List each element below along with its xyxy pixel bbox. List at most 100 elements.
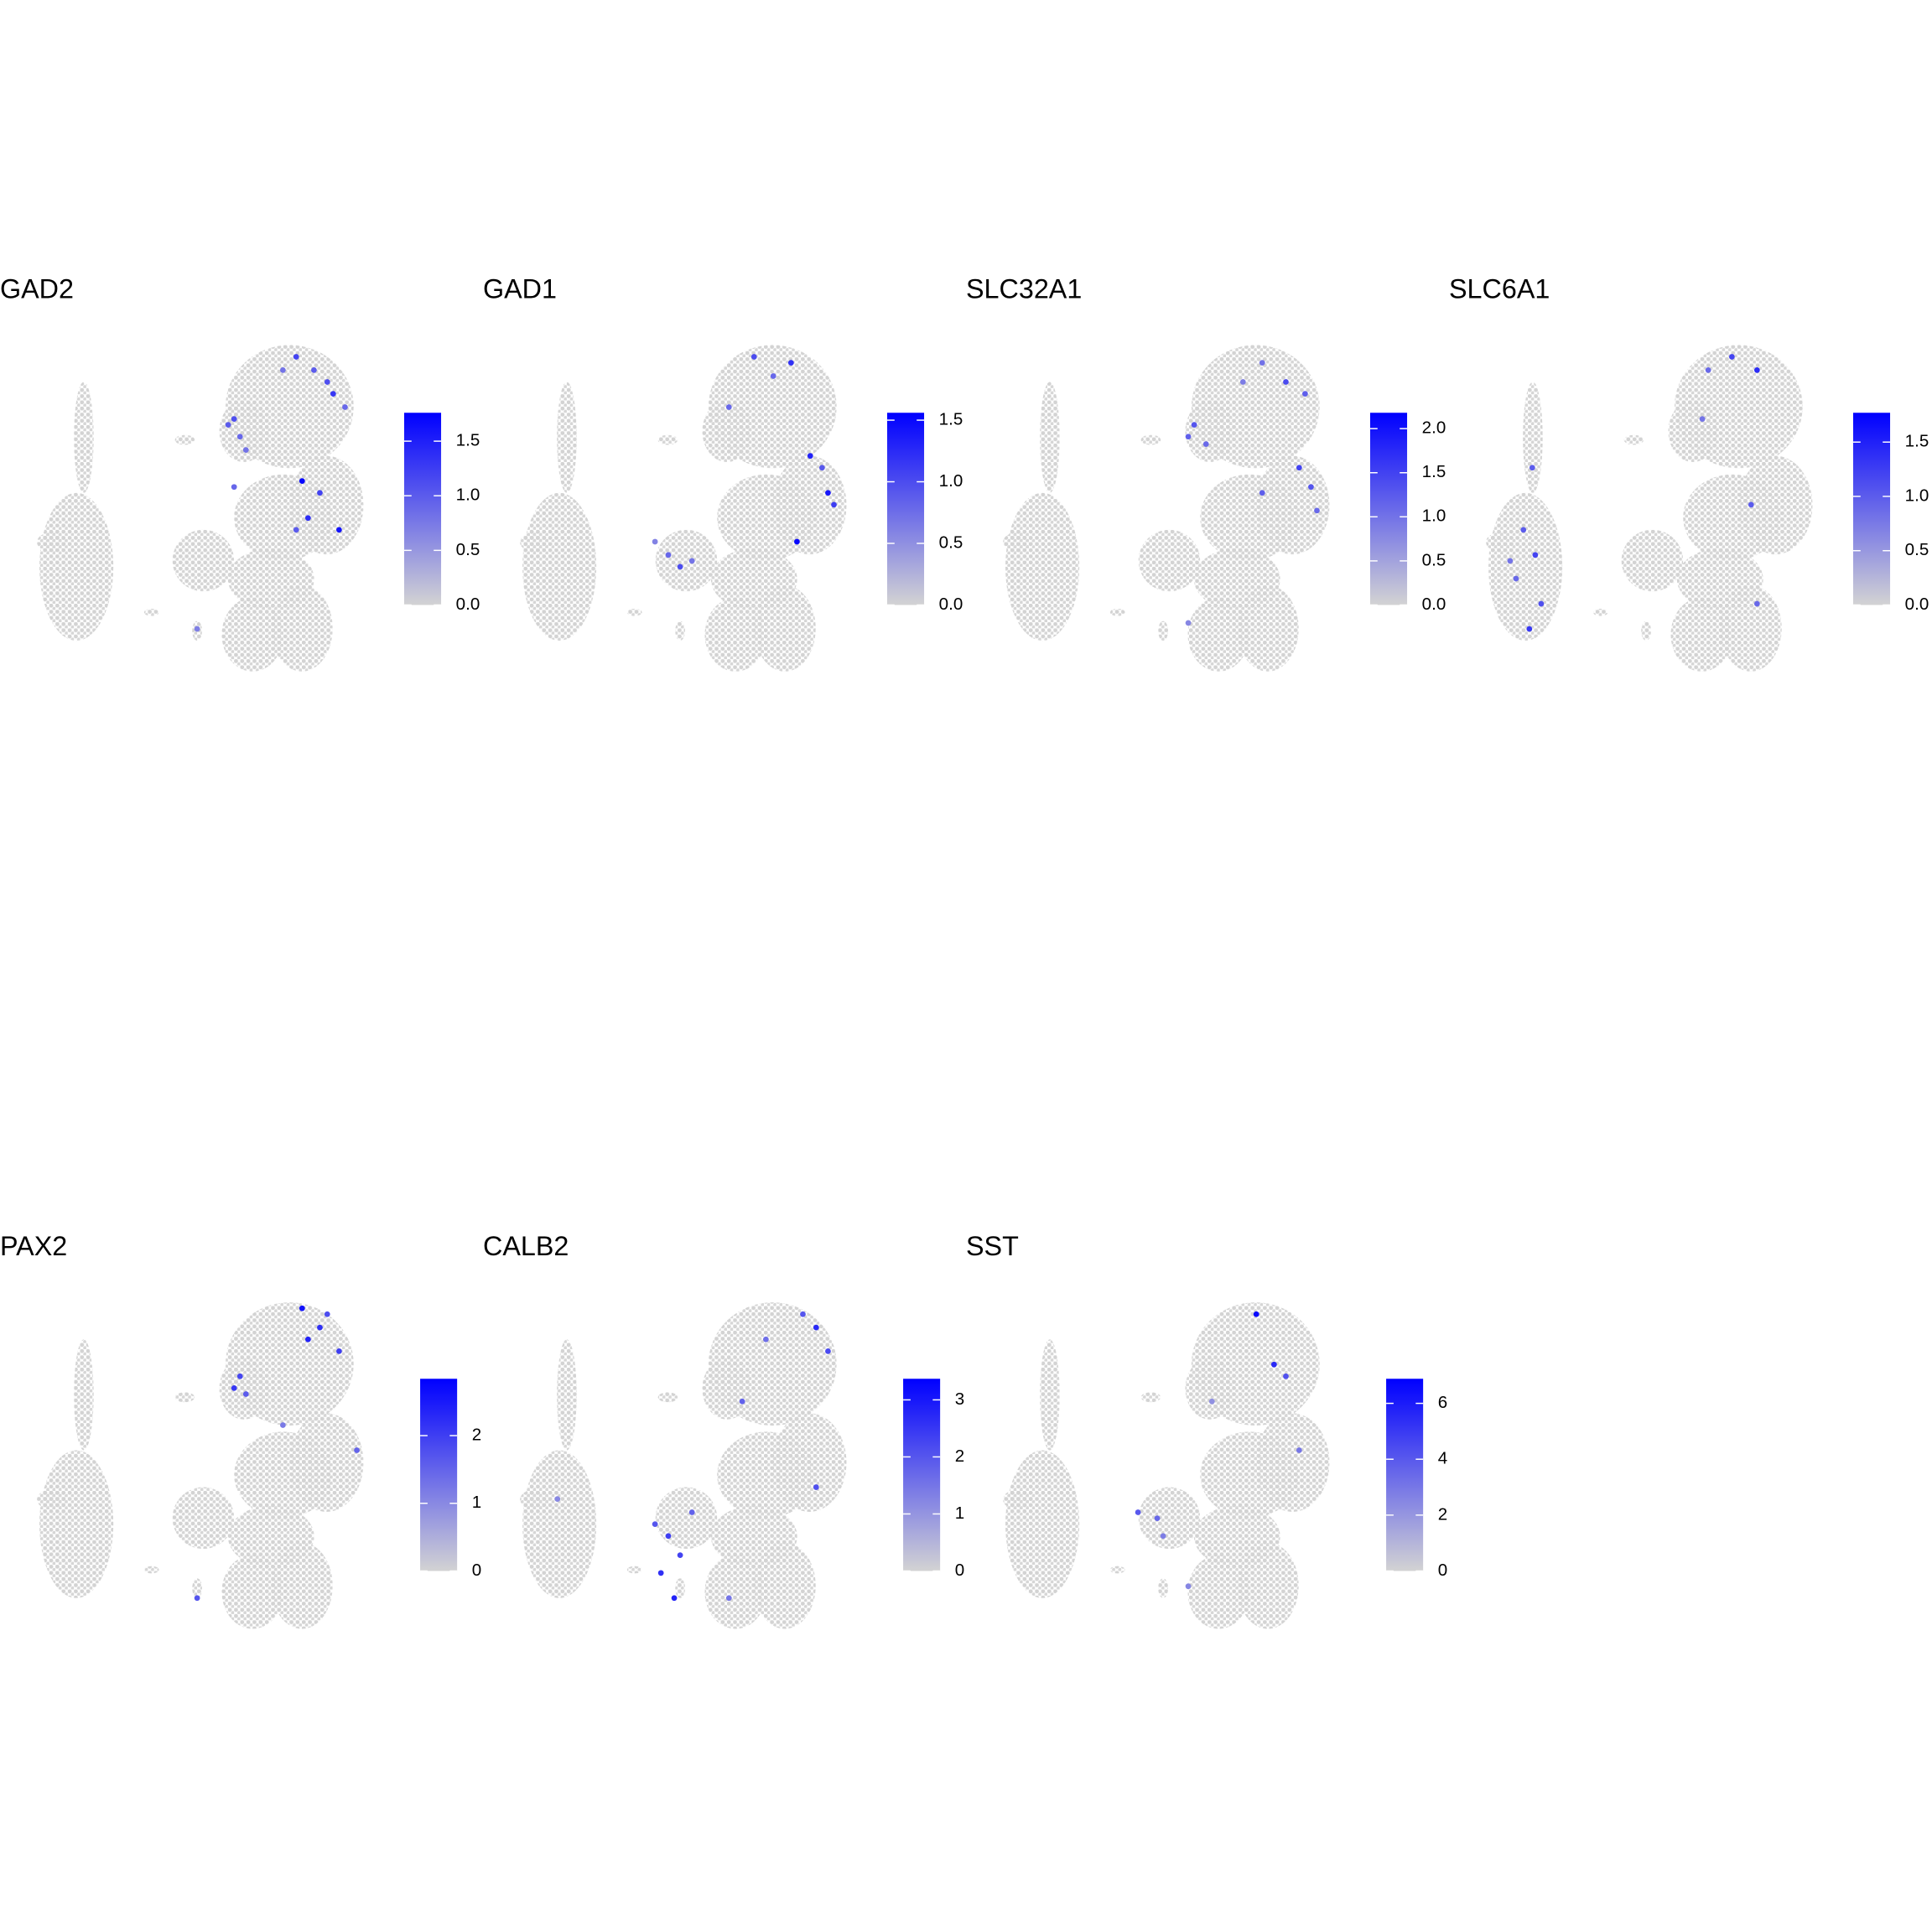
cell-point xyxy=(324,379,330,385)
cell-cloud xyxy=(704,1555,766,1629)
colorbar-tick-label: 1.0 xyxy=(1905,486,1929,505)
cell-cloud xyxy=(1140,1392,1161,1403)
cell-cloud xyxy=(143,1566,159,1574)
cell-cloud xyxy=(192,1578,202,1598)
cell-point xyxy=(787,360,794,366)
cell-cloud xyxy=(1523,382,1543,493)
colorbar-tick-label: 0 xyxy=(955,1561,964,1580)
cell-point xyxy=(324,1311,330,1317)
colorbar xyxy=(420,1379,458,1571)
cell-cloud xyxy=(702,400,752,463)
cell-point xyxy=(231,1385,237,1391)
cell-point xyxy=(1296,465,1302,471)
cell-point xyxy=(1259,360,1265,366)
cell-cloud xyxy=(1005,492,1080,641)
cell-cloud xyxy=(74,382,94,493)
cell-point xyxy=(677,564,683,570)
cell-point xyxy=(813,1484,819,1490)
cell-point xyxy=(1253,1311,1259,1317)
cell-point xyxy=(762,1336,769,1343)
panel: SST 0 2 4 6 xyxy=(966,1231,1447,1629)
cell-cloud xyxy=(271,1542,333,1629)
cell-cloud xyxy=(704,597,766,672)
cell-cloud xyxy=(1488,492,1563,641)
cell-point xyxy=(231,484,237,491)
cell-point xyxy=(299,1305,305,1311)
cell-cloud xyxy=(174,434,195,445)
cell-point xyxy=(554,1496,561,1503)
colorbar-tick-label: 0.5 xyxy=(456,540,480,559)
cell-point xyxy=(750,354,757,360)
cell-point xyxy=(304,515,311,522)
cell-point xyxy=(1526,626,1533,632)
panel: GAD2 0.0 0.5 1.0 1.5 xyxy=(0,273,480,672)
cell-point xyxy=(1728,354,1735,360)
cell-point xyxy=(652,538,658,545)
panel: GAD1 0.0 0.5 1.0 1.5 xyxy=(483,273,963,672)
colorbar-tick-label: 0 xyxy=(472,1561,481,1580)
cell-point xyxy=(242,447,249,454)
cell-point xyxy=(342,404,348,410)
cell-cloud xyxy=(1158,1578,1168,1598)
cell-point xyxy=(1239,379,1246,385)
cell-point xyxy=(1296,1447,1302,1453)
cell-point xyxy=(242,1391,249,1397)
cell-point xyxy=(1154,1515,1161,1521)
cell-cloud xyxy=(1109,608,1125,616)
cell-point xyxy=(1314,507,1320,514)
cell-cloud xyxy=(1641,621,1651,641)
colorbar-tick-label: 1.5 xyxy=(1905,432,1929,451)
panel-title: PAX2 xyxy=(0,1231,67,1261)
cell-cloud xyxy=(702,1358,752,1420)
cell-point xyxy=(299,478,305,485)
cell-point xyxy=(335,1348,342,1354)
cell-point xyxy=(1160,1533,1166,1540)
cell-cloud xyxy=(37,532,67,553)
cell-cloud xyxy=(74,1339,94,1451)
cell-point xyxy=(1283,379,1289,385)
cell-cloud xyxy=(234,474,333,561)
cell-cloud xyxy=(717,1431,816,1519)
cell-point xyxy=(354,1447,360,1453)
cell-cloud xyxy=(219,400,269,463)
cell-cloud xyxy=(655,1487,718,1550)
cell-point xyxy=(194,626,200,632)
cell-point xyxy=(818,465,825,471)
cell-cloud xyxy=(557,1339,577,1451)
cell-point xyxy=(1699,416,1706,422)
cell-cloud xyxy=(520,532,550,553)
colorbar-tick-label: 2.0 xyxy=(1422,418,1446,438)
cell-cloud xyxy=(655,529,718,592)
cell-point xyxy=(293,527,299,533)
cell-cloud xyxy=(1185,1358,1235,1420)
cell-cloud xyxy=(39,492,114,641)
cell-cloud xyxy=(522,1450,597,1598)
cell-point xyxy=(225,422,231,428)
cell-point xyxy=(770,373,776,379)
cell-cloud xyxy=(172,529,235,592)
cell-cloud xyxy=(37,1489,67,1509)
cell-point xyxy=(800,1311,806,1317)
colorbar-tick-label: 1 xyxy=(472,1493,481,1512)
cell-cloud xyxy=(1003,532,1033,553)
cell-cloud xyxy=(1005,1450,1080,1598)
cell-point xyxy=(1185,434,1192,440)
cell-point xyxy=(1259,490,1265,496)
cell-cloud xyxy=(520,1489,550,1509)
colorbar-tick-label: 4 xyxy=(1438,1449,1447,1468)
cell-cloud xyxy=(1040,1339,1060,1451)
colorbar xyxy=(1852,413,1891,605)
cell-point xyxy=(1185,620,1192,626)
cell-point xyxy=(1308,484,1314,491)
cell-point xyxy=(1753,367,1760,373)
cell-point xyxy=(1283,1373,1289,1379)
cell-cloud xyxy=(1109,1566,1125,1574)
cell-point xyxy=(725,404,732,410)
colorbar xyxy=(1386,1379,1424,1571)
cell-point xyxy=(279,367,286,373)
cell-cloud xyxy=(657,1392,678,1403)
cell-point xyxy=(1705,367,1711,373)
cell-cloud xyxy=(522,492,597,641)
cell-point xyxy=(807,453,813,460)
